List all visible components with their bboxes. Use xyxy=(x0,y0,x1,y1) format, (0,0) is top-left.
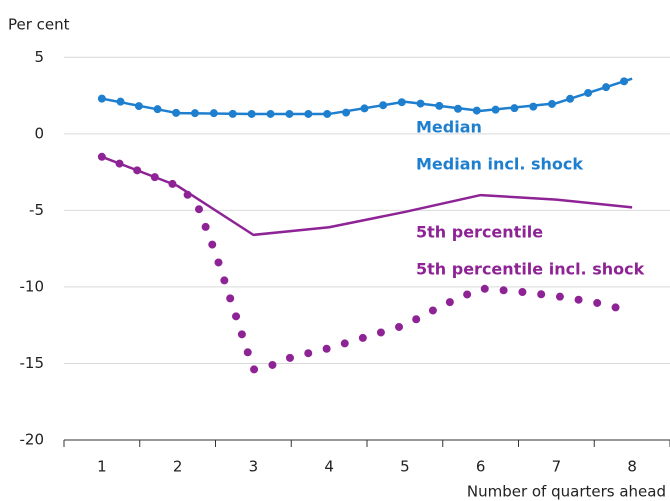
series-line xyxy=(97,152,637,375)
y-tick-label: -20 xyxy=(20,431,45,449)
x-tick-label: 7 xyxy=(552,458,562,476)
x-tick-label: 3 xyxy=(249,458,259,476)
x-tick-label: 1 xyxy=(97,458,107,476)
x-tick-label: 2 xyxy=(173,458,183,476)
legend-label: Median incl. shock xyxy=(416,155,583,174)
x-tick-label: 5 xyxy=(400,458,410,476)
legend-label: Median xyxy=(416,118,482,137)
y-axis-label: Per cent xyxy=(8,16,70,34)
x-tick-label: 4 xyxy=(324,458,334,476)
series-line xyxy=(97,74,637,118)
y-tick-label: -10 xyxy=(20,277,45,295)
y-tick-label: -15 xyxy=(20,354,45,372)
y-tick-label: -5 xyxy=(29,201,44,219)
x-tick-label: 6 xyxy=(476,458,486,476)
legend-label: 5th percentile xyxy=(416,223,543,242)
x-tick-label: 8 xyxy=(627,458,637,476)
y-tick-label: 5 xyxy=(34,48,44,66)
legend-label: 5th percentile incl. shock xyxy=(416,260,645,279)
y-tick-label: 0 xyxy=(34,124,44,142)
x-axis-label: Number of quarters ahead xyxy=(467,483,666,501)
